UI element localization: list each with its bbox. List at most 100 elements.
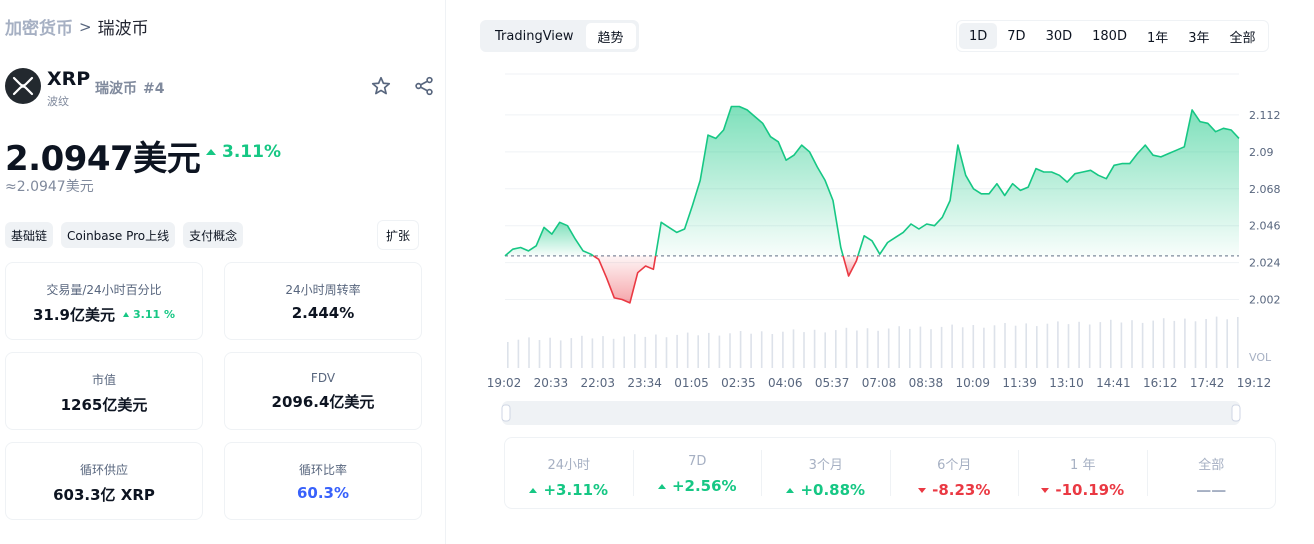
volume-bar — [1120, 322, 1123, 368]
price-line-down — [593, 255, 657, 304]
volume-bar — [559, 340, 562, 368]
performance-value: +2.56% — [634, 477, 762, 495]
star-icon[interactable] — [369, 74, 393, 98]
performance-value: -10.19% — [1019, 481, 1147, 499]
volume-bar — [665, 337, 668, 368]
volume-bar — [1036, 326, 1038, 368]
volume-bar — [866, 328, 869, 368]
y-tick-label: 2.002 — [1249, 294, 1281, 307]
caret-down-icon — [918, 487, 927, 493]
expand-tags-button[interactable]: 扩张 — [377, 220, 420, 250]
tag-item[interactable]: 基础链 — [5, 222, 54, 248]
scrubber-handle-right[interactable] — [1231, 404, 1241, 422]
range-scrubber[interactable] — [501, 401, 1241, 425]
converted-price: ≈2.0947美元 — [5, 179, 94, 195]
chart-type-toggle: TradingView 趋势 — [480, 20, 639, 52]
area-fill-down — [593, 255, 656, 303]
volume-bar — [1067, 324, 1070, 368]
volume-bar — [1152, 320, 1154, 368]
volume-bar — [835, 330, 837, 368]
range-all[interactable]: 全部 — [1229, 30, 1256, 46]
volume-bar — [887, 328, 890, 368]
volume-bar — [898, 326, 900, 368]
performance-label: 7D — [688, 454, 707, 469]
current-price: 2.0947美元 — [5, 139, 201, 179]
stat-circulating-ratio: 循环比率 60.3% — [224, 442, 422, 520]
performance-value-text: +0.88% — [800, 481, 866, 499]
volume-bar — [517, 339, 520, 368]
volume-bar — [718, 335, 721, 368]
stat-value: 31.9亿美元 3.11 % — [6, 304, 202, 325]
range-30d[interactable]: 30D — [1045, 28, 1073, 44]
volume-bar — [739, 331, 742, 368]
stat-value: 1265亿美元 — [60, 396, 148, 414]
volume-bar — [1173, 320, 1176, 368]
volume-change-value: 3.11 % — [133, 308, 175, 321]
scrubber-track[interactable] — [502, 401, 1240, 425]
caret-up-icon — [657, 483, 666, 489]
volume-bar — [1057, 321, 1059, 368]
tag-item[interactable]: Coinbase Pro上线 — [61, 222, 176, 248]
volume-bar — [1131, 320, 1133, 368]
volume-bar — [1141, 322, 1144, 368]
caret-up-icon — [529, 487, 538, 493]
performance-label: 3个月 — [808, 458, 843, 473]
performance-value: +3.11% — [505, 481, 633, 499]
coin-subtitle: 波纹 — [47, 95, 69, 108]
volume-bar — [983, 327, 985, 368]
volume-bar — [697, 335, 699, 368]
volume-bar — [1194, 321, 1197, 368]
volume-bar — [528, 337, 530, 368]
volume-bar — [570, 338, 573, 368]
volume-bar — [1237, 317, 1239, 368]
tab-trend[interactable]: 趋势 — [585, 23, 636, 49]
volume-bar — [877, 330, 879, 368]
volume-bar — [602, 336, 604, 368]
range-180d[interactable]: 180D — [1092, 28, 1127, 44]
x-tick-label: 13:10 — [1049, 376, 1084, 390]
volume-bar — [1162, 318, 1165, 368]
volume-bar — [972, 325, 975, 368]
price-chart[interactable]: 2.112 2.09 2.068 2.046 2.024 2.002 VOL 19:02 20… — [447, 60, 1314, 430]
volume-bar — [909, 328, 911, 368]
scrubber-handle-left[interactable] — [501, 404, 511, 422]
range-7d[interactable]: 7D — [1007, 28, 1026, 44]
volume-bar — [750, 333, 752, 368]
performance-value-text: -10.19% — [1055, 481, 1125, 499]
stat-label: 循环供应 — [79, 463, 128, 477]
volume-bar — [760, 331, 763, 368]
performance-value: —— — [1148, 481, 1276, 499]
x-tick-label: 14:41 — [1096, 376, 1131, 390]
performance-cell: 1 年 -10.19% — [1019, 450, 1148, 499]
price-line-up — [654, 105, 844, 257]
stat-value: 2096.4亿美元 — [271, 393, 375, 411]
stat-value: 2.444% — [291, 304, 355, 322]
x-tick-label: 10:09 — [955, 376, 990, 390]
volume-bar — [676, 334, 678, 368]
area-fill-down — [843, 255, 858, 276]
volume-bar — [845, 327, 848, 368]
tab-tradingview[interactable]: TradingView — [495, 28, 574, 44]
y-tick-label: 2.046 — [1249, 220, 1281, 233]
chart-panel: TradingView 趋势 1D 7D 30D 180D 1年 3年 全部 2… — [447, 0, 1314, 544]
range-3y[interactable]: 3年 — [1188, 30, 1210, 46]
x-tick-label: 01:05 — [674, 376, 709, 390]
range-1y[interactable]: 1年 — [1146, 30, 1169, 46]
x-tick-label: 23:34 — [627, 376, 662, 390]
chart-area — [505, 106, 1239, 303]
performance-cell: 全部 —— — [1148, 450, 1276, 499]
stat-label: 24小时周转率 — [285, 283, 361, 297]
share-icon[interactable] — [412, 74, 436, 98]
volume-bar — [856, 330, 858, 368]
volume-label: VOL — [1249, 351, 1272, 364]
volume-bar — [1226, 319, 1228, 368]
performance-label: 6个月 — [937, 458, 972, 473]
tag-item[interactable]: 支付概念 — [183, 222, 244, 248]
volume-bar — [792, 329, 795, 368]
volume-bar — [612, 338, 615, 368]
range-1d[interactable]: 1D — [959, 23, 998, 49]
performance-value: +0.88% — [762, 481, 890, 499]
breadcrumb-root-link[interactable]: 加密货币 — [5, 19, 73, 39]
coin-rank: #4 — [143, 81, 165, 97]
volume-bar — [644, 336, 647, 368]
